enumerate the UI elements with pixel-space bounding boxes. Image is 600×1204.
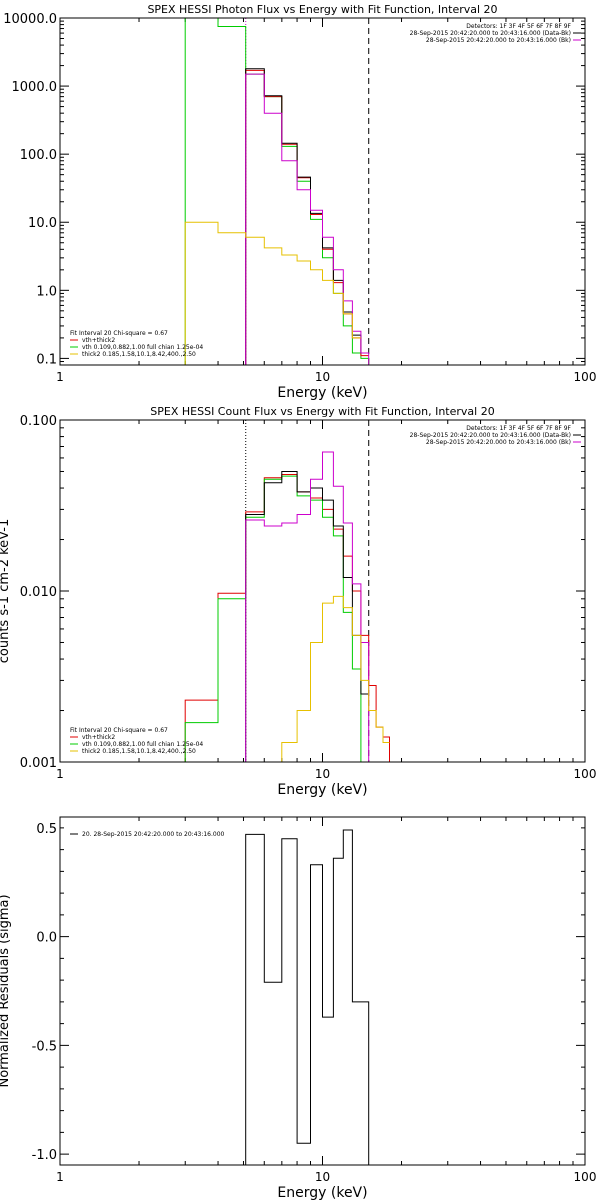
series-line-red <box>245 69 369 365</box>
plot-frame <box>59 17 586 366</box>
header-text: 28-Sep-2015 20:42:20.000 to 20:43:16.000… <box>410 432 571 439</box>
header-text: Detectors: 1F 3F 4F 5F 6F 7F 8F 9F <box>466 23 571 30</box>
legend-text: vth+thick2 <box>82 337 115 344</box>
x-tick-label: 10 <box>315 370 330 384</box>
legend-text: 20. 28-Sep-2015 20:42:20.000 to 20:43:16… <box>82 831 225 838</box>
series-line-yellow <box>184 221 361 365</box>
y-tick-label: 1000.0 <box>12 80 58 95</box>
y-tick-label: 1.0 <box>36 284 57 299</box>
series-group <box>184 18 370 365</box>
chart-3: 1 10 100 Energy (keV) 0.5 0.0 -0.5 -1.0 Normaliz… <box>0 816 597 1201</box>
chart-2: SPEX HESSI Count Flux vs Energy with Fit… <box>0 405 596 798</box>
series-line-magenta <box>245 73 370 365</box>
legend-text: thick2 0.185,1.58,10.1,8.42,400.,2.50 <box>82 351 196 358</box>
x-axis-label: Energy (keV) <box>277 1185 367 1200</box>
header-text: 28-Sep-2015 20:42:20.000 to 20:43:16.000… <box>426 37 571 44</box>
x-axis-label: Energy (keV) <box>277 782 367 798</box>
y-tick-label: 10000.0 <box>3 12 57 27</box>
chart-1: SPEX HESSI Photon Flux vs Energy with Fi… <box>3 3 596 401</box>
y-tick-label: 0.100 <box>20 414 57 429</box>
series-line-green <box>184 18 370 365</box>
y-axis-label: counts s-1 cm-2 keV-1 <box>0 519 12 664</box>
legend-text: Fit Interval 20 Chi-square = 0.67 <box>70 727 168 734</box>
y-tick-label: 0.001 <box>20 756 57 771</box>
series-line-red <box>184 474 390 762</box>
y-tick-label: 0.5 <box>36 822 57 837</box>
x-tick-label: 1 <box>56 370 64 384</box>
legend-text: vth+thick2 <box>82 734 115 741</box>
header-text: 28-Sep-2015 20:42:20.000 to 20:43:16.000… <box>426 439 571 446</box>
series-group <box>245 829 370 1165</box>
x-tick-label: 100 <box>574 767 597 781</box>
series-line-magenta <box>245 451 370 762</box>
y-tick-label: 0.1 <box>36 352 57 367</box>
x-tick-label: 100 <box>574 1170 597 1184</box>
chart-title: SPEX HESSI Count Flux vs Energy with Fit… <box>150 405 494 418</box>
series-line-yellow <box>281 595 390 762</box>
header-text: 28-Sep-2015 20:42:20.000 to 20:43:16.000… <box>410 30 571 37</box>
plot-frame <box>59 419 586 763</box>
x-axis-label: Energy (keV) <box>277 385 367 401</box>
legend-text: Fit Interval 20 Chi-square = 0.67 <box>70 330 168 337</box>
plot-frame <box>59 816 586 1166</box>
x-tick-label: 10 <box>315 767 330 781</box>
legend-text: vth 0.109,0.882,1.00 full chian 1.25e-04 <box>82 741 203 748</box>
series-line-green <box>184 475 369 762</box>
y-tick-label: 0.010 <box>20 585 57 600</box>
legend-text: thick2 0.185,1.58,10.1,8.42,400.,2.50 <box>82 748 196 755</box>
legend-text: vth 0.109,0.882,1.00 full chian 1.25e-04 <box>82 344 203 351</box>
x-tick-label: 1 <box>56 767 64 781</box>
header-text: Detectors: 1F 3F 4F 5F 6F 7F 8F 9F <box>466 425 571 432</box>
x-tick-label: 10 <box>315 1170 330 1184</box>
chart-title: SPEX HESSI Photon Flux vs Energy with Fi… <box>147 3 497 16</box>
x-tick-label: 100 <box>574 370 597 384</box>
series-line-black <box>245 829 370 1165</box>
x-tick-label: 1 <box>56 1170 64 1184</box>
y-tick-label: 0.0 <box>36 931 57 946</box>
y-tick-label: -1.0 <box>32 1148 57 1163</box>
y-tick-label: -0.5 <box>32 1039 57 1054</box>
y-tick-label: 10.0 <box>28 216 57 231</box>
series-group <box>184 451 390 762</box>
y-axis-label: Normalized Residuals (sigma) <box>0 894 12 1087</box>
y-tick-label: 100.0 <box>20 148 57 163</box>
